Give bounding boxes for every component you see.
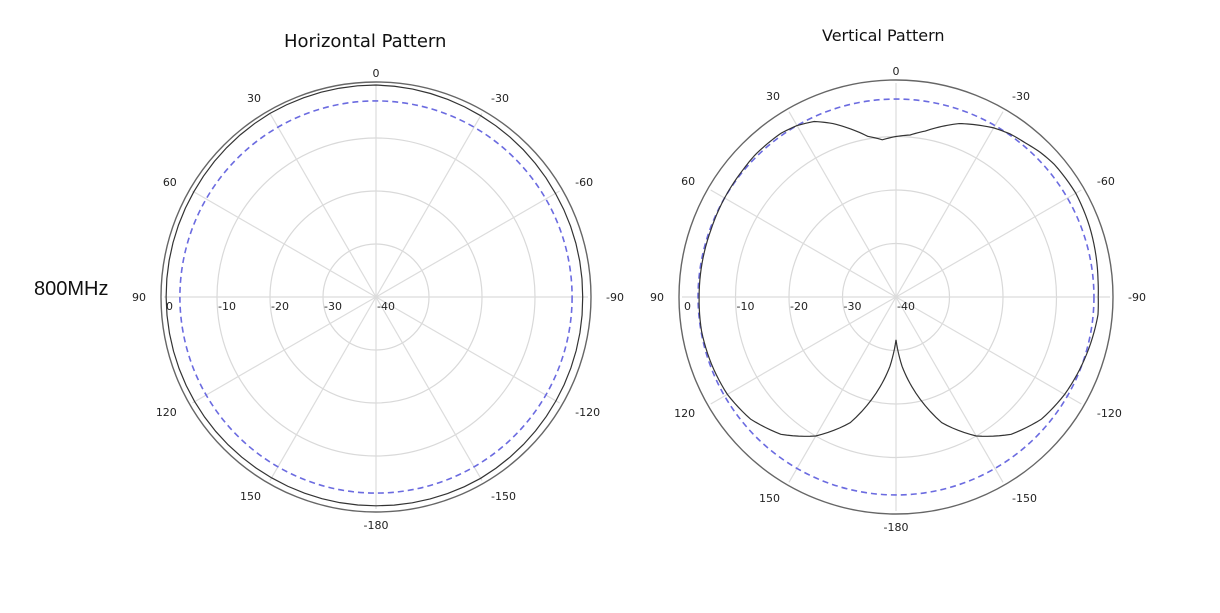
angle-tick-label: 120	[156, 406, 177, 419]
grid-spoke	[895, 296, 1004, 483]
angle-tick-label: 0	[893, 65, 900, 78]
pattern-series-0	[698, 120, 1099, 437]
outer-boundary-ring	[678, 79, 1114, 515]
grid-spoke	[710, 189, 897, 298]
radial-tick-label: -10	[218, 300, 236, 313]
angle-tick-label: -90	[606, 291, 624, 304]
angle-tick-label: 90	[650, 291, 664, 304]
angle-tick-label: -60	[1097, 175, 1115, 188]
reference-level-ring	[697, 98, 1095, 496]
grid-spoke	[192, 190, 377, 298]
angle-tick-label: -150	[491, 490, 516, 503]
polar-grid	[164, 85, 588, 509]
radial-tick-label: -20	[790, 300, 808, 313]
radial-tick-label: -30	[324, 300, 342, 313]
grid-spoke	[895, 296, 1082, 405]
radial-tick-label: -30	[844, 300, 862, 313]
radial-tick-label: 0	[684, 300, 691, 313]
grid-spoke	[375, 296, 483, 481]
grid-spoke	[192, 296, 377, 404]
grid-spoke	[269, 296, 377, 481]
angle-tick-label: 30	[247, 92, 261, 105]
horizontal-pattern-title: Horizontal Pattern	[284, 31, 447, 52]
grid-spoke	[375, 296, 560, 404]
angle-tick-label: 150	[240, 490, 261, 503]
angle-tick-label: 30	[766, 90, 780, 103]
angle-tick-label: 90	[132, 291, 146, 304]
angle-tick-label: -60	[575, 176, 593, 189]
angle-tick-label: -120	[1097, 407, 1122, 420]
polar-grid	[682, 83, 1110, 511]
angle-tick-label: 0	[373, 67, 380, 80]
pattern-series-0	[165, 84, 584, 507]
grid-spoke	[375, 190, 560, 298]
grid-spoke	[269, 113, 377, 298]
reference-level-ring	[179, 100, 573, 494]
radial-tick-label: -40	[897, 300, 915, 313]
grid-spoke	[895, 189, 1082, 298]
angle-tick-label: 60	[681, 175, 695, 188]
angle-tick-label: 150	[759, 492, 780, 505]
grid-spoke	[710, 296, 897, 405]
grid-spoke	[375, 113, 483, 298]
radial-tick-label: -10	[737, 300, 755, 313]
outer-boundary-ring	[160, 81, 592, 513]
radial-tick-label: -20	[271, 300, 289, 313]
angle-tick-label: -120	[575, 406, 600, 419]
angle-tick-label: -30	[491, 92, 509, 105]
angle-tick-label: 120	[674, 407, 695, 420]
grid-spoke	[788, 296, 897, 483]
radial-tick-label: -40	[377, 300, 395, 313]
frequency-label: 800MHz	[34, 278, 109, 300]
angle-tick-label: 60	[163, 176, 177, 189]
angle-tick-label: -150	[1012, 492, 1037, 505]
angle-tick-label: -30	[1012, 90, 1030, 103]
angle-tick-label: -180	[884, 521, 909, 534]
vertical-pattern-title: Vertical Pattern	[822, 26, 945, 45]
grid-spoke	[788, 111, 897, 298]
angle-tick-label: -180	[364, 519, 389, 532]
angle-tick-label: -90	[1128, 291, 1146, 304]
radial-tick-label: 0	[166, 300, 173, 313]
grid-spoke	[895, 111, 1004, 298]
